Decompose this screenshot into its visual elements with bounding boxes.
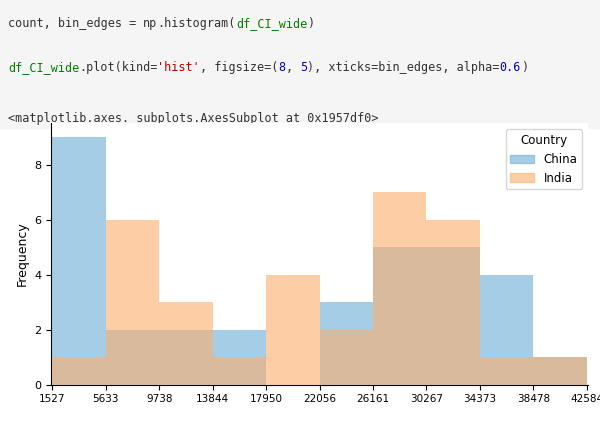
Bar [212,330,266,385]
Bar [373,192,427,385]
Bar [373,247,427,385]
Text: .plot(kind=: .plot(kind= [79,61,157,74]
Bar [266,275,320,385]
Text: ): ) [521,61,528,74]
Bar [320,330,373,385]
Bar [427,247,480,385]
Bar [106,220,159,385]
Bar [533,357,587,385]
Bar [52,137,106,385]
Text: df_CI_wide: df_CI_wide [8,61,79,74]
Text: ), xticks=bin_edges, alpha=: ), xticks=bin_edges, alpha= [307,61,499,74]
Bar [52,357,106,385]
Text: , figsize=(: , figsize=( [200,61,278,74]
Bar [533,357,587,385]
Text: 'hist': 'hist' [157,61,200,74]
Bar [106,330,159,385]
Text: .histogram(: .histogram( [157,17,236,30]
Y-axis label: Frequency: Frequency [16,221,29,286]
Text: np: np [143,17,157,30]
Text: <matplotlib.axes._subplots.AxesSubplot at 0x1957df0>: <matplotlib.axes._subplots.AxesSubplot a… [8,112,379,125]
Bar [480,357,533,385]
Text: df_CI_wide: df_CI_wide [236,17,307,30]
Text: 8: 8 [278,61,286,74]
Bar [320,302,373,385]
Text: 5: 5 [300,61,307,74]
Text: ): ) [307,17,314,30]
Bar [212,357,266,385]
Text: ,: , [286,61,300,74]
Text: =: = [122,17,143,30]
Bar [480,275,533,385]
Text: count, bin_edges: count, bin_edges [8,17,122,30]
Legend: China, India: China, India [506,129,582,190]
Bar [159,330,212,385]
Bar [159,302,212,385]
Bar [427,220,480,385]
Text: 0.6: 0.6 [499,61,521,74]
